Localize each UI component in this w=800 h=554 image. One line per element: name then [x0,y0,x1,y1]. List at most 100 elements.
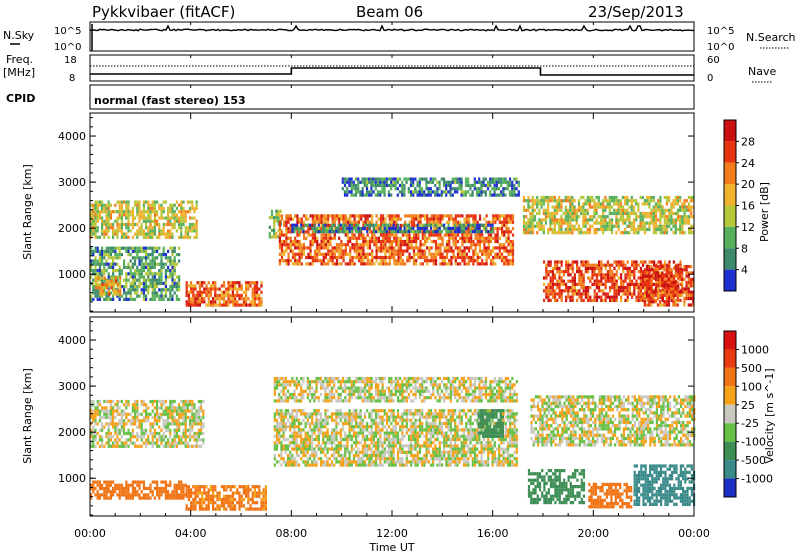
power-cell [628,266,631,270]
power-cell [140,249,143,253]
power-cell [441,217,444,221]
power-cell [454,217,457,221]
power-cell [683,208,686,212]
power-cell [287,246,290,250]
velocity-cell [182,428,185,432]
power-cell [469,223,472,227]
velocity-cell [160,428,163,432]
power-cell [437,220,440,224]
power-cell [687,221,691,225]
power-cell [665,202,669,206]
power-cell [366,230,369,234]
power-cell [127,213,130,217]
power-cell [390,177,393,181]
power-cell [287,230,290,234]
power-cell [116,246,119,250]
power-cell [340,227,343,231]
velocity-cell [169,403,172,407]
power-cell [101,292,104,296]
power-cell [547,289,550,293]
power-cell [654,215,658,219]
power-cell [692,277,695,281]
power-cell [193,216,196,220]
velocity-cell [98,403,101,407]
power-cell [322,246,325,250]
power-cell [256,287,259,291]
power-cell [665,300,668,304]
power-cell [153,281,156,285]
power-cell [437,246,440,250]
power-cell [149,226,152,230]
velocity-cell [171,419,174,423]
power-cell [643,277,646,281]
power-cell [624,263,627,267]
power-cell [461,249,464,253]
power-cell [153,294,156,298]
velocity-cell [145,409,148,413]
velocity-cell [125,422,128,426]
power-cell [98,278,101,282]
power-cell [136,246,139,250]
power-cell [178,288,181,292]
velocity-cell [158,444,161,448]
power-cell [220,290,223,294]
power-cell [589,295,592,299]
power-cell [663,211,666,216]
velocity-cell [92,435,95,439]
power-cell [569,263,572,267]
power-cell [689,297,693,301]
power-cell [109,265,112,269]
power-cell [617,227,620,232]
power-cell [551,266,554,270]
freq-series-line [90,67,694,76]
power-cell [302,230,305,234]
power-cell [149,262,152,266]
power-cell [341,230,345,234]
power-cell [99,282,102,287]
power-cell [205,303,208,307]
power-cell [153,262,156,266]
power-cell [674,303,677,307]
power-cell [615,298,618,302]
power-cell [589,276,592,280]
power-cell [564,199,567,203]
power-cell [138,285,141,289]
power-cell [443,255,446,260]
power-cell [382,243,385,247]
power-cell [442,183,446,188]
power-cell [436,230,439,234]
power-cell [670,274,673,278]
power-cell [582,279,585,283]
power-cell [229,293,232,298]
power-cell [116,216,119,220]
velocity-cell [169,441,172,445]
power-cell [393,262,396,266]
power-cell [573,199,576,203]
power-cell [103,265,106,269]
power-cell [285,236,288,240]
power-cell [452,233,455,237]
power-cell [676,227,680,232]
power-cell [294,243,297,247]
power-cell [489,249,493,253]
power-cell [567,263,570,267]
power-cell [123,232,126,236]
power-cell [260,281,263,285]
power-cell [663,208,666,212]
power-cell [307,262,310,266]
power-cell [147,246,150,250]
power-cell [690,199,693,203]
power-cell [498,220,501,224]
power-cell [654,300,657,304]
power-cell [467,246,471,250]
power-cell [426,217,429,221]
power-cell [494,227,497,231]
power-cell [665,268,668,272]
power-cell [522,227,526,232]
power-cell [114,249,117,253]
power-cell [324,236,328,240]
power-cell [331,255,334,260]
power-cell [441,214,444,218]
power-cell [481,239,484,244]
power-cell [500,243,504,247]
